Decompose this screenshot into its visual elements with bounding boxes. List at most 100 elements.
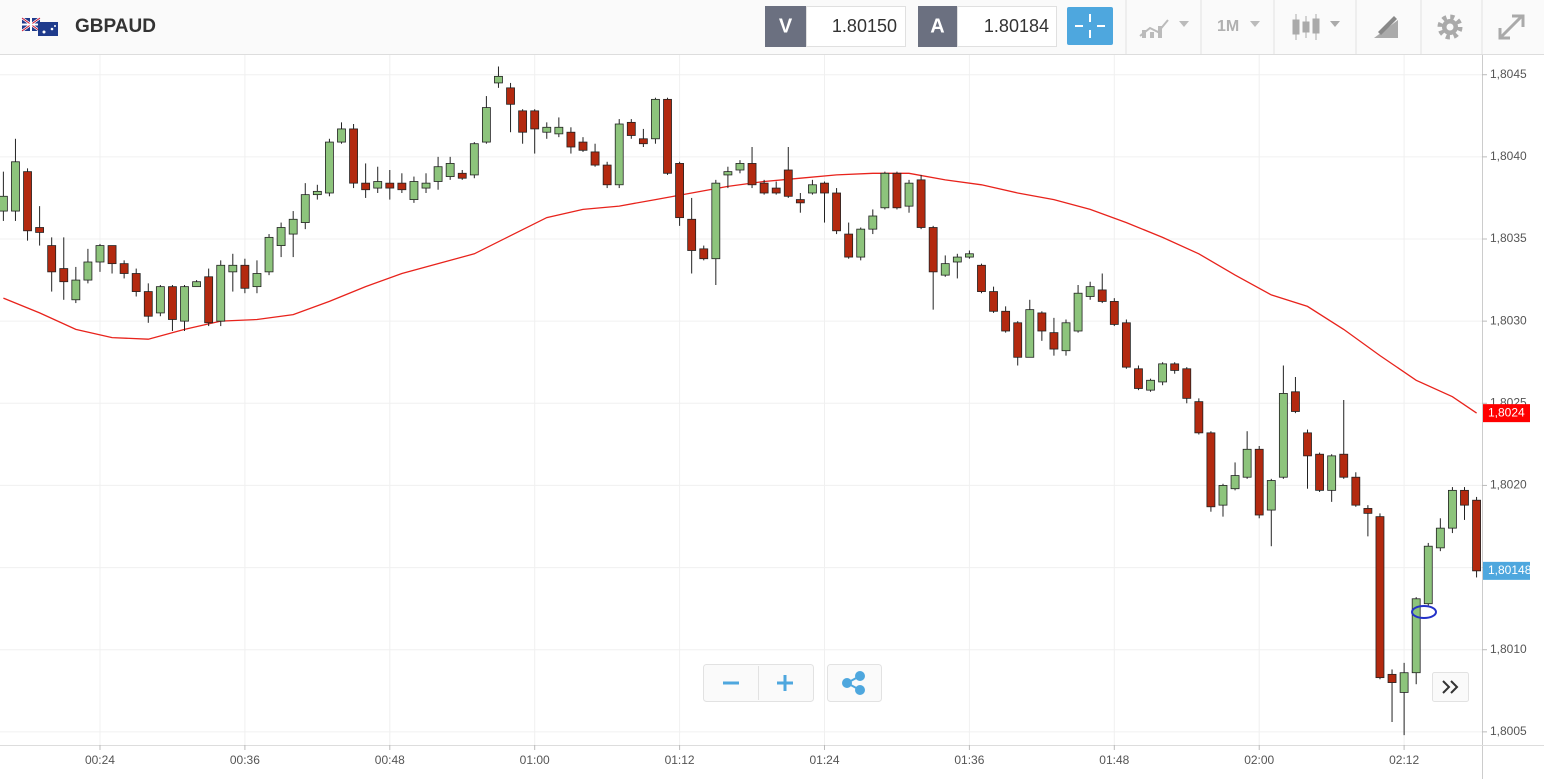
share-button[interactable] bbox=[842, 671, 865, 695]
candle-body bbox=[1411, 598, 1421, 674]
zoom-in-button[interactable] bbox=[777, 675, 793, 691]
price-badge-label: 1,8024 bbox=[1488, 405, 1525, 419]
candle-body bbox=[965, 253, 974, 258]
scroll-end-button[interactable] bbox=[1442, 680, 1459, 694]
candle-body bbox=[602, 164, 612, 186]
candle-body bbox=[35, 227, 45, 233]
candle-body bbox=[530, 110, 540, 130]
candle-body bbox=[1448, 489, 1457, 529]
ask-box[interactable] bbox=[957, 6, 1057, 47]
candle-body bbox=[1435, 527, 1445, 549]
candle-body bbox=[1097, 289, 1107, 302]
candle-body bbox=[808, 184, 817, 194]
candle-body bbox=[1254, 448, 1264, 516]
share-box bbox=[827, 664, 882, 702]
marker-ellipse bbox=[1411, 605, 1437, 619]
candle-body bbox=[892, 172, 902, 209]
x-tick-label: 01:36 bbox=[954, 753, 984, 767]
ask-label: A bbox=[930, 15, 944, 37]
candle-body bbox=[1423, 545, 1433, 605]
zoom-controls bbox=[703, 664, 1469, 702]
candle-body bbox=[107, 245, 117, 265]
candle-body bbox=[651, 98, 660, 140]
y-tick-label: 1,8040 bbox=[1490, 149, 1527, 163]
candle-body bbox=[373, 181, 383, 189]
scroll-box bbox=[1432, 672, 1469, 702]
timeframe-button[interactable]: 1M bbox=[1217, 18, 1260, 35]
candle-body bbox=[361, 182, 371, 191]
draw-button[interactable] bbox=[1374, 16, 1398, 38]
x-tick-label: 01:48 bbox=[1099, 753, 1129, 767]
candle-body bbox=[626, 121, 636, 136]
x-tick-label: 01:24 bbox=[809, 753, 839, 767]
candle-body bbox=[1460, 489, 1469, 506]
candle-body bbox=[904, 182, 914, 207]
fullscreen-button[interactable] bbox=[1498, 14, 1525, 40]
candle-body bbox=[1339, 453, 1349, 478]
candle-body bbox=[1230, 475, 1240, 490]
candle-body bbox=[506, 87, 515, 105]
x-tick-label: 02:12 bbox=[1389, 753, 1419, 767]
candle-body bbox=[337, 128, 346, 143]
candle-body bbox=[614, 123, 624, 186]
candle-body bbox=[216, 264, 226, 322]
candle-body bbox=[1242, 448, 1252, 478]
candle-body bbox=[240, 264, 250, 289]
candle-body bbox=[23, 171, 32, 232]
candle-body bbox=[723, 171, 733, 176]
candle-body bbox=[542, 126, 552, 133]
moving-average-line bbox=[3, 172, 1477, 414]
candle-body bbox=[228, 264, 238, 273]
candle-body bbox=[735, 163, 745, 171]
price-badge-label: 1,80148 bbox=[1488, 563, 1532, 577]
candle-body bbox=[856, 228, 866, 258]
candle-body bbox=[325, 141, 334, 194]
symbol: GBPAUD bbox=[75, 16, 156, 37]
y-tick-label: 1,8020 bbox=[1490, 478, 1527, 492]
candle-body bbox=[989, 291, 998, 312]
y-tick-label: 1,8045 bbox=[1490, 67, 1527, 81]
candle-body bbox=[192, 281, 201, 288]
candle-body bbox=[1375, 516, 1385, 679]
settings-button[interactable] bbox=[1437, 14, 1463, 40]
indicator-button[interactable] bbox=[1139, 19, 1189, 38]
candle-body bbox=[747, 163, 757, 186]
candle-body bbox=[1170, 363, 1180, 371]
candle-body bbox=[1303, 432, 1312, 457]
candle-body bbox=[916, 179, 926, 228]
candle-body bbox=[481, 107, 491, 143]
candle-body bbox=[469, 143, 479, 176]
y-tick-label: 1,8010 bbox=[1490, 642, 1527, 656]
candle-body bbox=[1472, 499, 1481, 572]
candle-body bbox=[1278, 393, 1288, 478]
candle-body bbox=[1218, 485, 1228, 506]
candle-body bbox=[566, 131, 576, 148]
candle-body bbox=[590, 151, 600, 166]
candle-body bbox=[638, 138, 648, 145]
candle-body bbox=[95, 245, 105, 263]
candle-body bbox=[1158, 363, 1168, 383]
candle-body bbox=[276, 227, 286, 246]
candle-body bbox=[397, 182, 407, 191]
ask-button[interactable] bbox=[918, 6, 957, 47]
candle-body bbox=[47, 245, 57, 273]
candle-body bbox=[252, 273, 262, 288]
bid-box[interactable] bbox=[806, 6, 906, 47]
candle-body bbox=[83, 261, 93, 281]
candle-body bbox=[554, 126, 564, 135]
candle-body bbox=[204, 276, 214, 324]
candle-body bbox=[168, 286, 177, 320]
candle-body bbox=[1037, 312, 1047, 332]
chart-type-button[interactable] bbox=[1292, 14, 1340, 40]
candle-body bbox=[1399, 672, 1409, 693]
bid-button[interactable] bbox=[765, 6, 806, 47]
candle-body bbox=[409, 181, 419, 200]
candle-body bbox=[143, 291, 153, 317]
toolbar: GBPAUD V 1.80150 A 1.80184 1M bbox=[0, 0, 1544, 55]
candle-body bbox=[783, 169, 793, 197]
candle-body bbox=[288, 218, 298, 235]
candle-body bbox=[312, 190, 322, 196]
crosshair-button[interactable] bbox=[1067, 7, 1113, 45]
